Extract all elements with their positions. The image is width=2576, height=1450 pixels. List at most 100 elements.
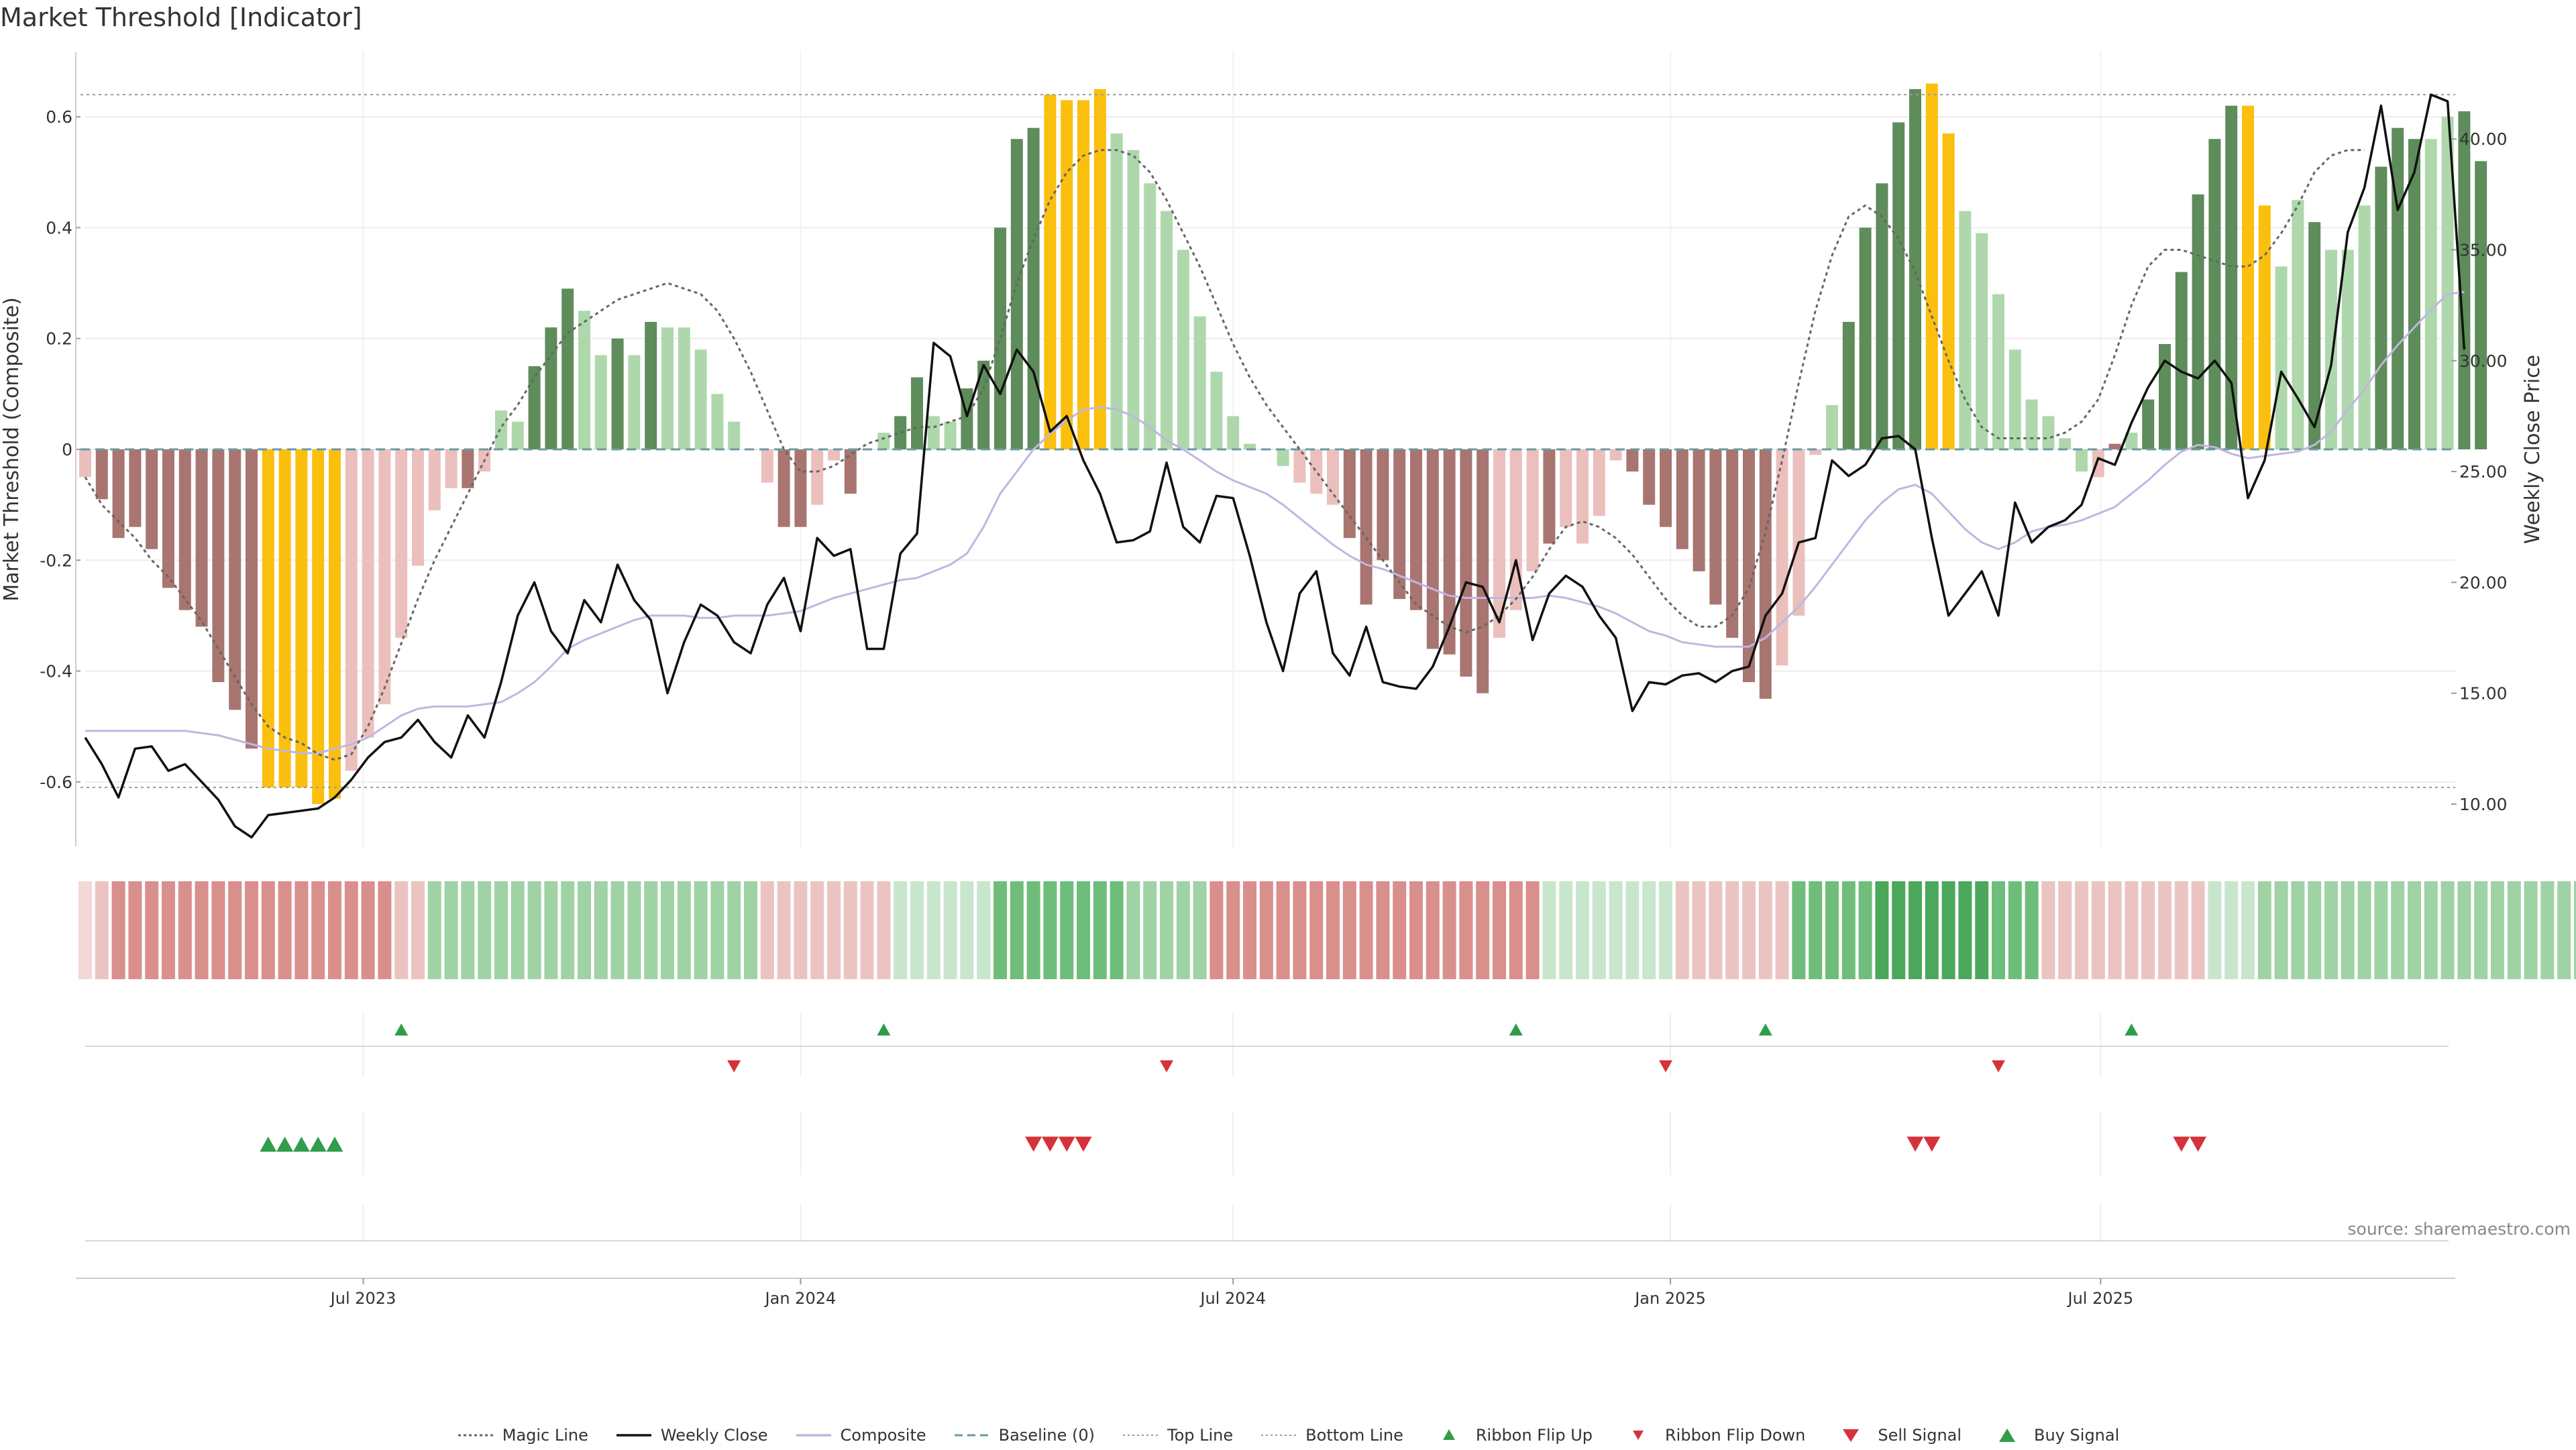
composite-bar <box>2475 161 2487 449</box>
ribbon-cell <box>128 881 142 979</box>
ribbon-cell <box>2158 881 2171 979</box>
ribbon-cell <box>1758 881 1772 979</box>
composite-bar <box>678 327 690 449</box>
ribbon-cell <box>461 881 475 979</box>
ribbon-cell <box>178 881 192 979</box>
ribbon-flip-up-marker <box>1758 1023 1772 1036</box>
ribbon-cell <box>744 881 757 979</box>
fine-dotted-line-icon <box>1261 1435 1297 1436</box>
ribbon-cell <box>311 881 325 979</box>
composite-bar <box>1460 449 1472 677</box>
composite-bar <box>1493 449 1505 638</box>
ribbon-cell <box>1725 881 1739 979</box>
series-lines <box>84 93 2466 839</box>
composite-bar <box>645 321 657 449</box>
composite-bar <box>578 311 590 449</box>
chart-axes: 0.6 0.4 0.2 0 -0.2 -0.4 -0.6 Market Threshold (… <box>0 52 2544 846</box>
ribbon-cell <box>1775 881 1789 979</box>
composite-bar <box>2392 127 2404 449</box>
trend-ribbon <box>78 881 2576 979</box>
composite-bar <box>1709 449 1722 605</box>
composite-bar <box>495 410 507 449</box>
composite-bar <box>1161 211 1173 449</box>
composite-bar <box>1976 233 1988 449</box>
ribbon-cell <box>894 881 908 979</box>
ribbon-cell <box>1393 881 1407 979</box>
composite-bar <box>1660 449 1672 527</box>
ribbon-cell <box>1342 881 1356 979</box>
x-tick-label: Jul 2025 <box>2067 1289 2134 1308</box>
ribbon-cell <box>145 881 159 979</box>
legend-item: Bottom Line <box>1260 1425 1403 1445</box>
composite-bar <box>1343 449 1356 539</box>
composite-bar <box>278 449 291 788</box>
composite-bars <box>79 83 2487 804</box>
ribbon-cell <box>1409 881 1423 979</box>
composite-bar <box>2275 266 2288 449</box>
ribbon-cell <box>694 881 708 979</box>
sell-signal-marker <box>1075 1136 1092 1152</box>
ribbon-cell <box>478 881 492 979</box>
composite-bar <box>1227 416 1240 449</box>
composite-bar <box>844 449 857 494</box>
composite-bar <box>1144 183 1157 449</box>
ribbon-cell <box>544 881 558 979</box>
composite-line <box>85 290 2465 755</box>
composite-bar <box>1061 100 1073 449</box>
ribbon-cell <box>1975 881 1989 979</box>
composite-bar <box>129 449 142 527</box>
composite-bar <box>2175 272 2188 449</box>
composite-bar <box>628 355 641 449</box>
composite-bar <box>1593 449 1605 516</box>
ribbon-cell <box>2274 881 2288 979</box>
composite-bar <box>2325 249 2337 449</box>
weekly-close-line <box>84 93 2466 839</box>
ribbon-cell <box>994 881 1007 979</box>
composite-bar <box>528 366 541 449</box>
chart-legend: Magic Line Weekly Close Composite Baseline … <box>0 1420 2576 1450</box>
ribbon-cell <box>2574 881 2576 979</box>
ribbon-cell <box>78 881 92 979</box>
composite-bar <box>1925 83 1938 450</box>
composite-bar <box>1027 127 1040 449</box>
x-tick-label: Jul 2024 <box>1199 1289 1266 1308</box>
ribbon-cell <box>594 881 608 979</box>
composite-bar <box>2025 399 2038 449</box>
composite-bar <box>511 421 524 449</box>
composite-bar <box>1244 443 1256 449</box>
up-triangle-icon <box>1442 1429 1455 1440</box>
composite-bar <box>1809 449 1822 455</box>
composite-bar <box>1477 449 1489 693</box>
ribbon-cell <box>1359 881 1373 979</box>
right-tick-label: 40.00 <box>2459 129 2508 149</box>
ribbon-cell <box>1675 881 1689 979</box>
left-axis-label: Market Threshold (Composite) <box>0 297 23 602</box>
composite-bar <box>2341 249 2354 449</box>
ribbon-cell <box>394 881 409 979</box>
ribbon-cell <box>777 881 791 979</box>
composite-bar <box>2225 105 2238 449</box>
buy-signal-marker <box>276 1136 294 1152</box>
composite-bar <box>2458 111 2471 449</box>
ribbon-cell <box>1010 881 1024 979</box>
composite-bar <box>2108 443 2121 449</box>
legend-label: Ribbon Flip Down <box>1665 1426 1806 1445</box>
ribbon-cell <box>111 881 125 979</box>
x-tick-label: Jan 2024 <box>764 1289 837 1308</box>
buy-signal-marker <box>326 1136 343 1152</box>
composite-bar <box>1093 89 1106 449</box>
ribbon-cell <box>2557 881 2571 979</box>
composite-bar <box>1310 449 1323 494</box>
composite-bar <box>2424 139 2437 449</box>
ribbon-cell <box>1476 881 1490 979</box>
ribbon-cell <box>1809 881 1823 979</box>
legend-item: Sell Signal <box>1832 1425 1962 1445</box>
ribbon-cell <box>2424 881 2438 979</box>
sell-signal-marker <box>2190 1136 2207 1152</box>
ribbon-cell <box>1459 881 1473 979</box>
composite-bar <box>395 449 408 638</box>
legend-label: Bottom Line <box>1305 1426 1403 1445</box>
composite-bar <box>1609 449 1622 461</box>
composite-bar <box>2008 349 2021 449</box>
ribbon-flip-up-marker <box>2125 1023 2139 1036</box>
